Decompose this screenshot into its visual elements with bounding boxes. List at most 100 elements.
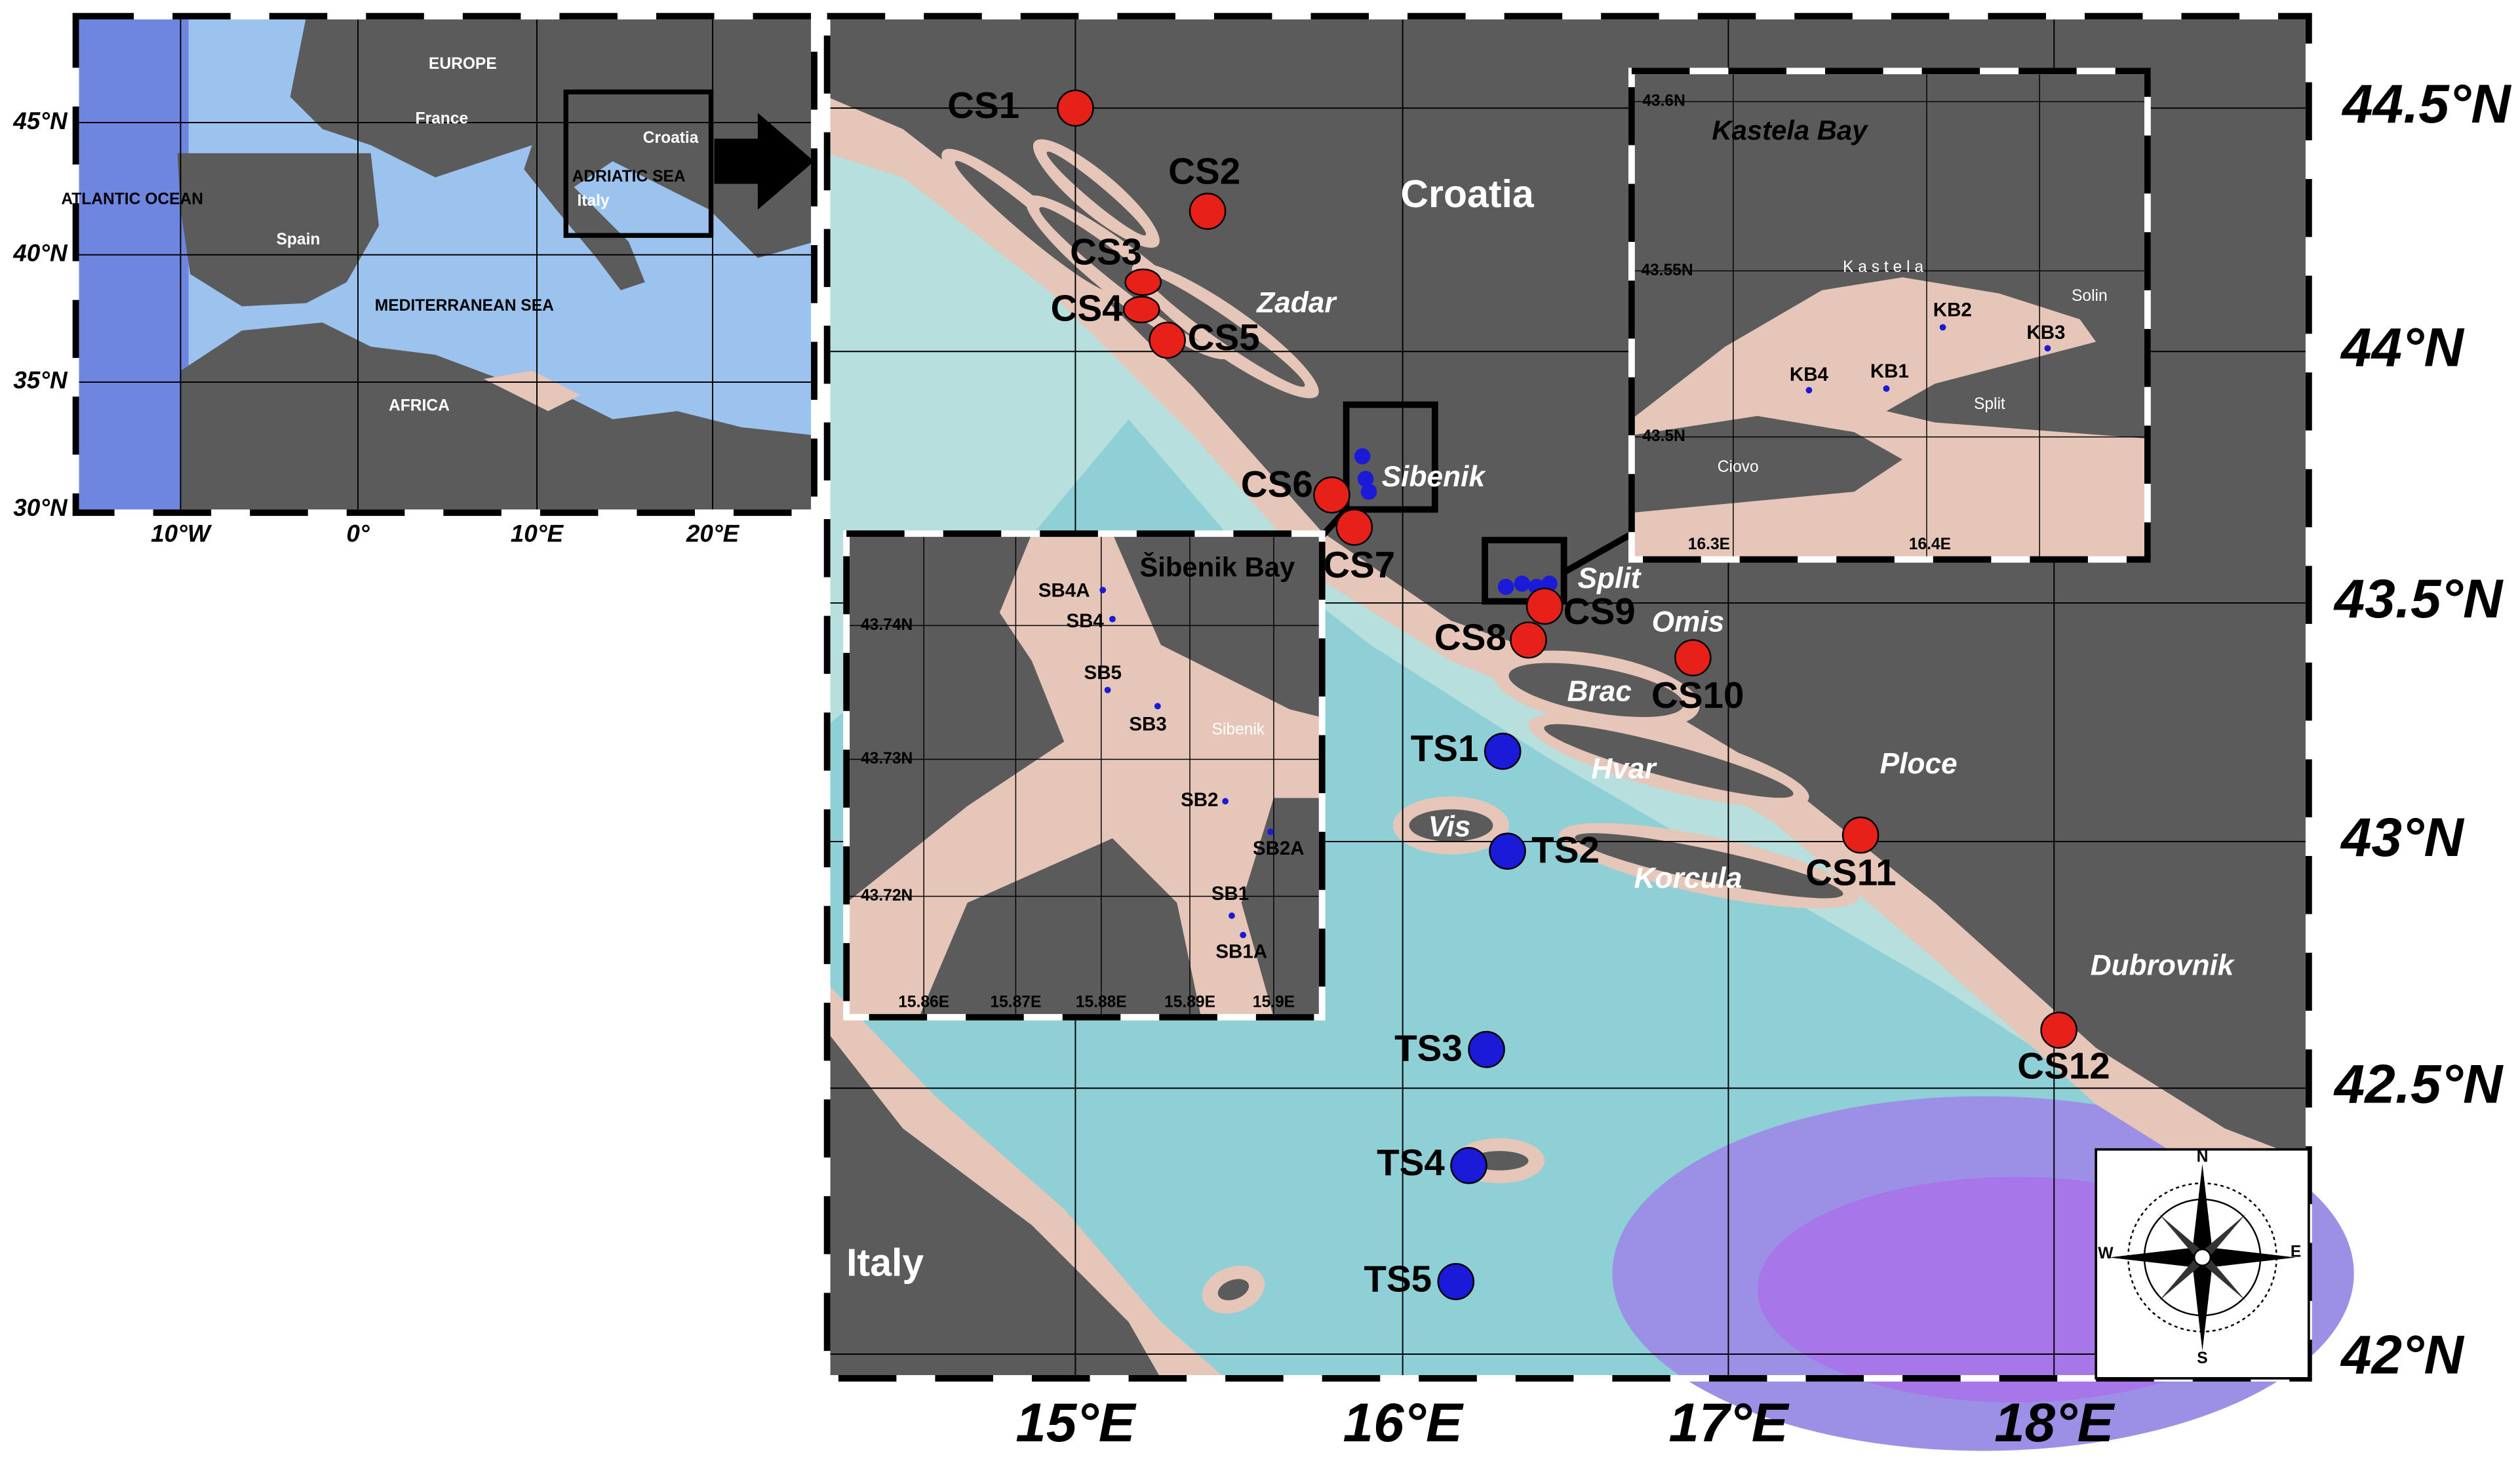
island [1544,724,1794,798]
map-label: ATLANTIC OCEAN [61,191,203,208]
map-label: France [416,110,469,128]
station-label: TS2 [1531,829,1600,870]
axis-label: 15.87E [990,993,1041,1011]
axis-label: 10°W [151,520,212,547]
map-label: SB1 [1211,883,1249,905]
station-marker [1674,639,1712,676]
station-label: TS5 [1364,1258,1432,1299]
station-label: CS9 [1564,591,1636,632]
map-label: SB5 [1084,662,1122,684]
sample-dot [1497,579,1514,595]
station-marker [1335,509,1373,546]
axis-label: 44°N [2340,316,2464,378]
map-label: Croatia [1400,172,1535,216]
station-marker [1489,832,1526,870]
sample-dot [1099,587,1107,594]
map-label: Croatia [643,129,699,147]
map-label: SB1A [1215,941,1267,962]
frame-dash [843,530,1326,1021]
map-label: Vis [1428,811,1471,843]
map-label: Dubrovnik [2091,949,2235,981]
axis-label: 10°E [511,520,564,547]
station-label: CS8 [1434,616,1506,657]
sample-dot [1267,828,1274,836]
map-label: Sibenik [1211,721,1265,739]
map-label: S [2197,1350,2207,1367]
map-label: Kastela Bay [1712,115,1868,146]
station-marker [1841,816,1880,854]
sample-dot [1541,575,1558,592]
land-africa [180,322,814,513]
axis-label: 16.4E [1909,535,1951,553]
axis-label: 15.86E [898,993,949,1011]
axis-label: 43°N [2340,806,2464,868]
sample-dot [1354,448,1371,465]
axis-label: 16°E [1343,1391,1464,1453]
station-marker [1484,732,1522,770]
land-spain [177,153,379,307]
axis-label: 15°E [1015,1391,1136,1453]
shelf-coast [483,370,581,412]
sample-dot [1109,615,1116,623]
map-label: SB2 [1181,789,1218,811]
axis-label: 0° [346,520,370,547]
station-marker [1189,193,1227,230]
station-marker [1510,621,1547,659]
axis-label: 43.73N [861,750,913,768]
map-label: KB3 [2026,322,2065,343]
map-label: N [2197,1148,2209,1165]
map-label: E [2291,1243,2301,1261]
map-label: Brac [1567,675,1631,707]
sample-dot [1240,931,1247,939]
map-label: SB4A [1038,580,1090,602]
station-label: CS4 [1051,288,1124,329]
map-label: SB4 [1066,610,1104,632]
axis-label: 43.74N [861,616,913,634]
station-label: CS12 [2017,1045,2110,1087]
axis-label: 15.89E [1164,993,1215,1011]
land-europe [290,16,814,258]
map-label: Sibenik [1382,461,1487,493]
station-label: CS10 [1651,674,1744,716]
station-label: CS2 [1168,151,1240,192]
axis-label: 43.72N [861,887,913,905]
map-label: K a s t e l a [1843,258,1923,276]
station-label: CS5 [1188,317,1260,358]
frame-dash [823,12,2312,1382]
map-label: Solin [2072,287,2108,305]
station-marker [1450,1146,1487,1184]
sample-dot [1154,703,1161,710]
station-marker [1122,296,1160,324]
station-marker [1313,476,1350,514]
axis-label: 45°N [12,107,68,134]
station-marker [1057,89,1094,127]
map-label: Split [1578,562,1642,594]
map-label: Omis [1652,606,1725,638]
sample-dot [1939,324,1946,331]
axis-label: 43.6N [1642,92,1685,110]
connector [1562,529,1637,575]
axis-label: 42°N [2340,1323,2464,1385]
map-label: Split [1974,395,2005,413]
map-label: Hvar [1591,752,1657,785]
sample-dot [1229,912,1235,919]
map-label: Italy [846,1241,924,1284]
map-label: Italy [577,192,610,210]
axis-label: 17°E [1668,1391,1789,1453]
sample-dot [1360,483,1377,500]
sample-dot [2044,345,2051,352]
station-marker [1437,1263,1475,1300]
axis-label: 20°E [686,520,740,547]
map-label: KB2 [1933,300,1972,321]
station-label: CS1 [947,85,1019,126]
island [1145,274,1305,387]
axis-label: 42.5°N [2333,1053,2504,1114]
station-marker [2040,1011,2077,1049]
axis-label: 30°N [13,494,68,521]
frame-dash [1628,68,2151,563]
map-label: MEDITERRANEAN SEA [375,297,554,315]
sample-dot [1222,798,1229,805]
zoom-box [1343,401,1438,513]
map-label: KB1 [1870,360,1909,382]
